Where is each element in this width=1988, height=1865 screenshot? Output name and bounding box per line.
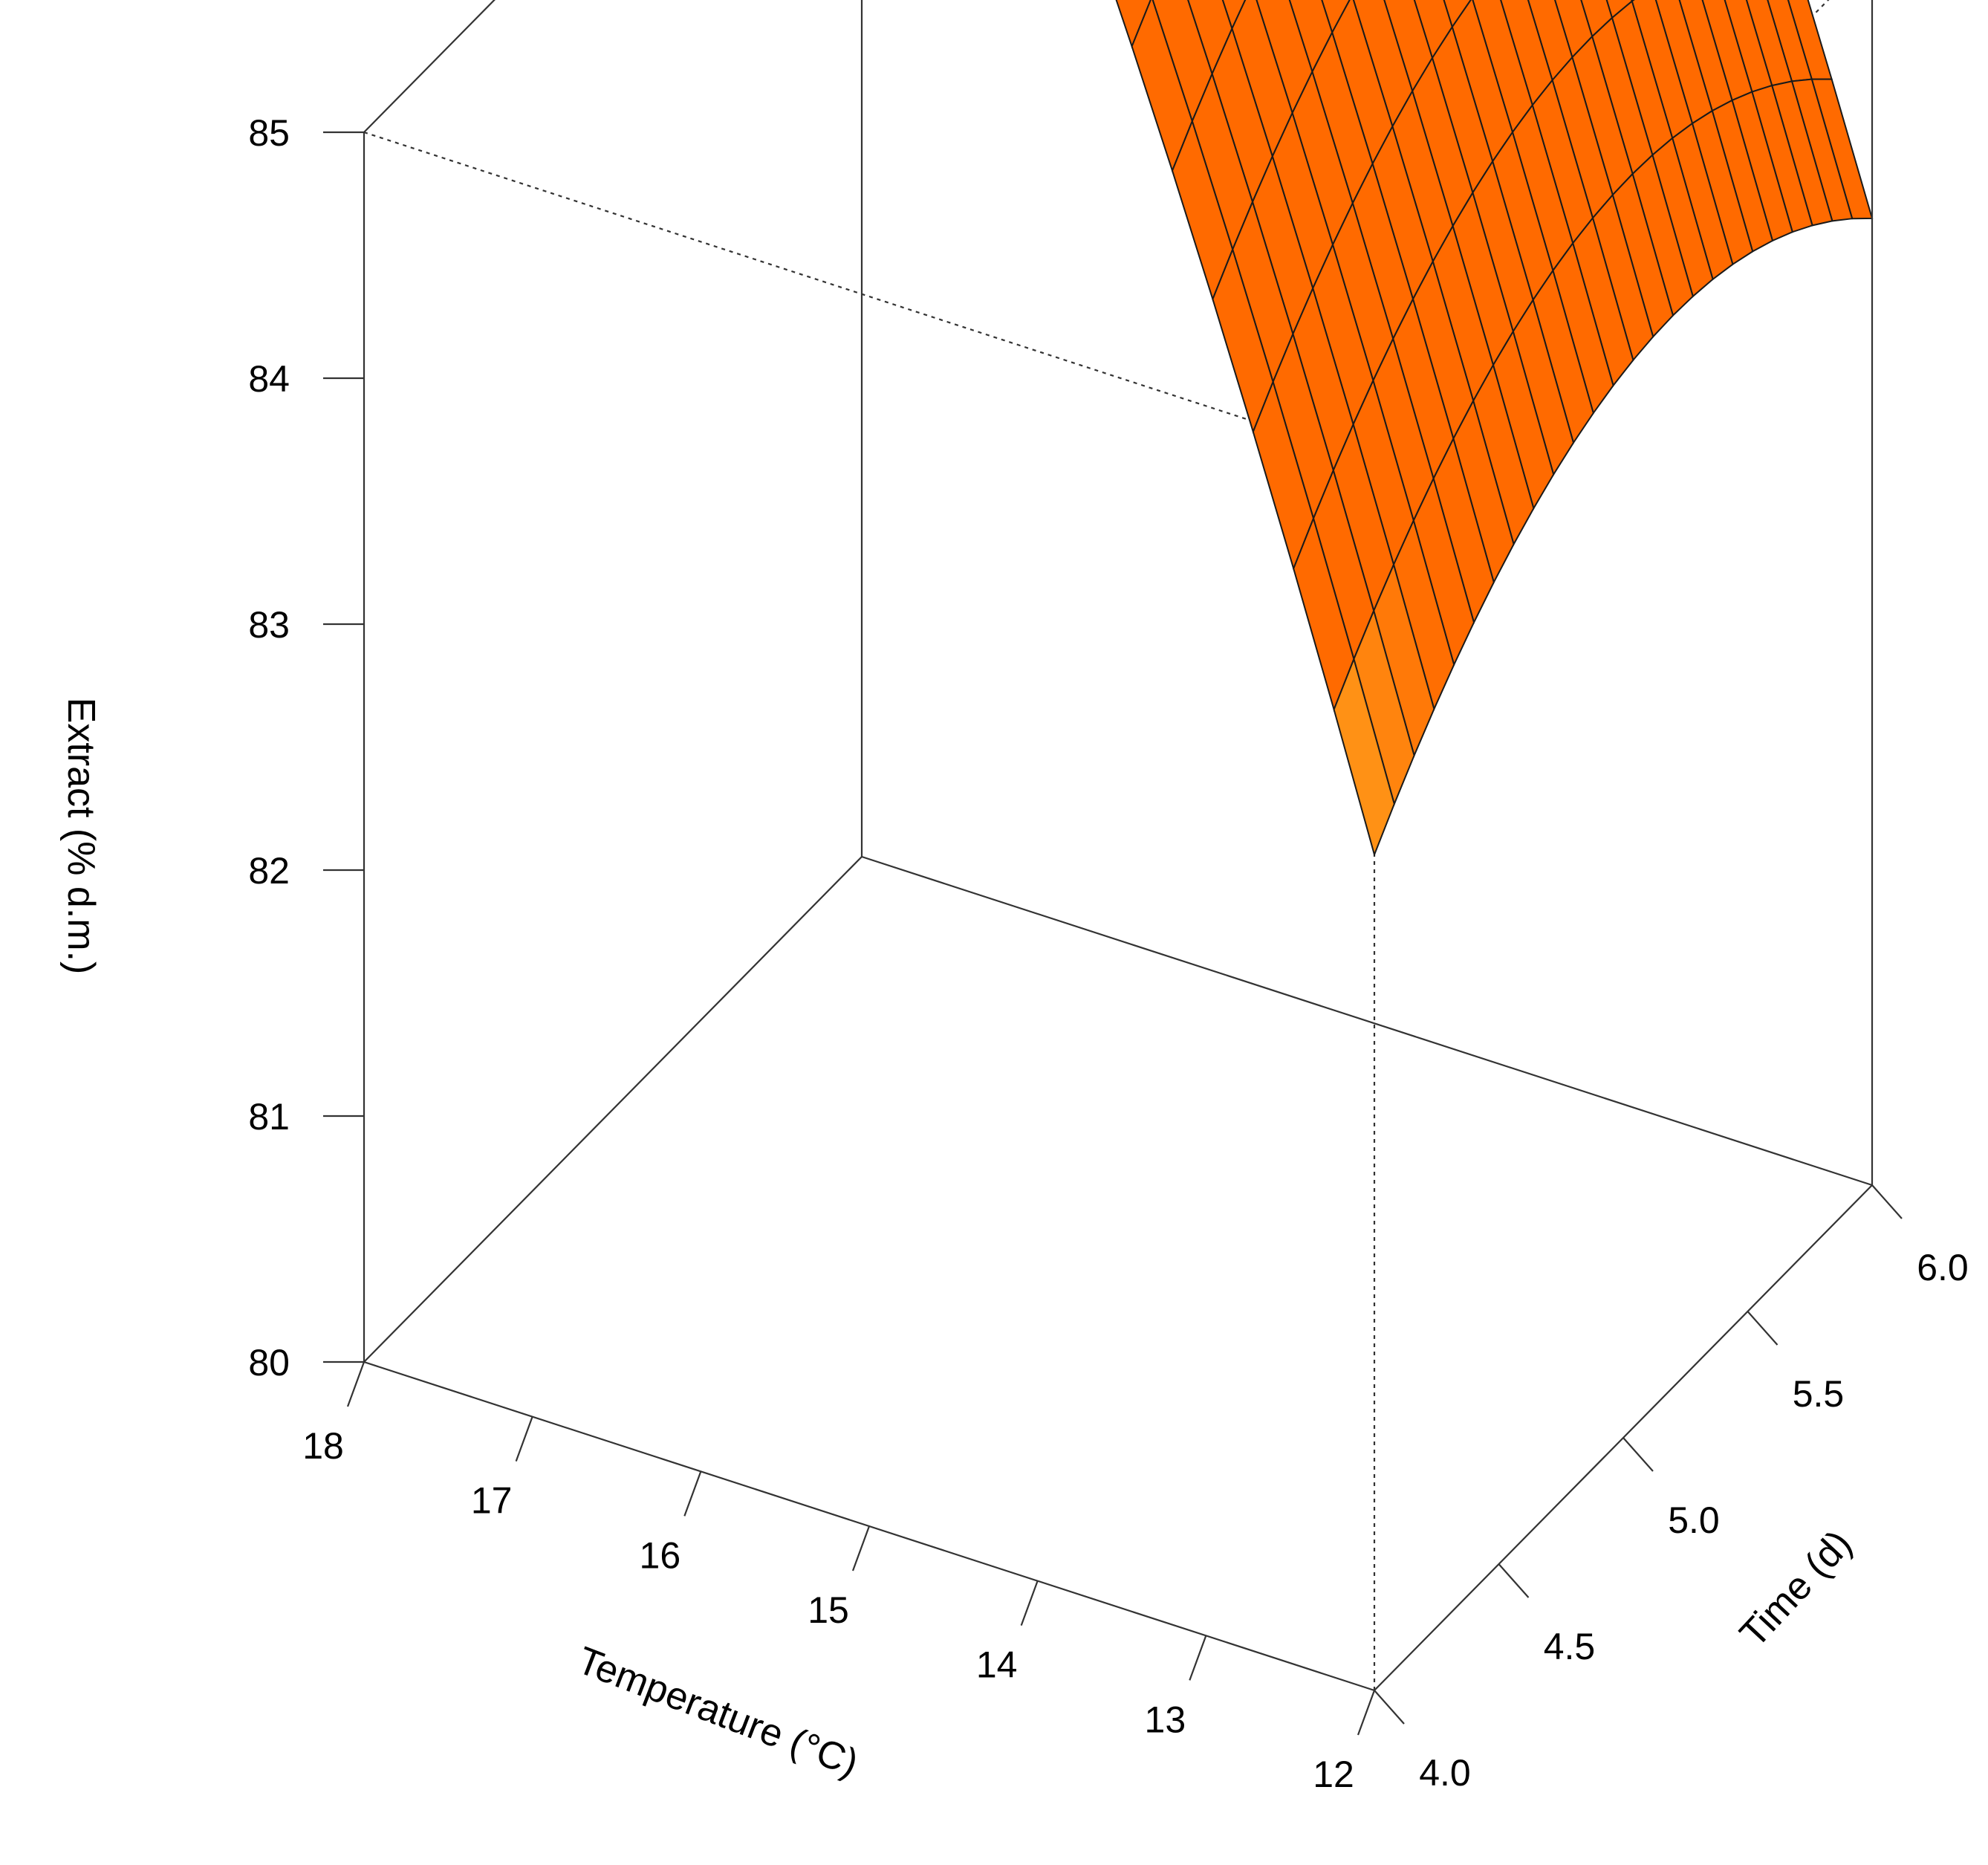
box-edge-back-top-left <box>363 0 496 133</box>
y-tick-label: 5.5 <box>1793 1373 1845 1415</box>
y-tick <box>1871 1184 1903 1219</box>
x-tick <box>1020 1580 1039 1626</box>
z-tick-label: 85 <box>248 112 290 154</box>
x-tick-label: 12 <box>1313 1754 1354 1795</box>
x-tick <box>851 1525 871 1572</box>
y-tick-label: 4.0 <box>1419 1752 1471 1794</box>
y-axis-label: Time (d) <box>1732 1522 1860 1656</box>
z-axis-label: Extract (% d.m.) <box>59 698 103 975</box>
response-surface <box>1115 0 1874 857</box>
y-tick <box>1747 1311 1779 1346</box>
y-tick-label: 6.0 <box>1917 1247 1969 1288</box>
x-tick <box>1189 1635 1207 1681</box>
x-axis-label: Temperature (°C) <box>571 1638 864 1785</box>
x-tick-label: 18 <box>302 1425 344 1467</box>
y-tick <box>1374 1690 1405 1725</box>
box-edge-top-front-left <box>363 131 1375 462</box>
surface-facet <box>1221 0 1247 31</box>
x-tick <box>683 1470 702 1517</box>
y-tick-label: 5.0 <box>1668 1499 1720 1541</box>
x-tick <box>346 1361 366 1407</box>
y-tick-label: 4.5 <box>1544 1626 1596 1667</box>
axis-ticks: 80 81 82 83 84 85 12 13 14 15 16 17 18 4.0 4.5 5.0 5.5 6.… <box>248 112 1968 1795</box>
x-tick-label: 15 <box>808 1589 849 1631</box>
z-tick-label: 80 <box>248 1342 290 1384</box>
z-tick-label: 82 <box>248 850 290 892</box>
x-tick-label: 16 <box>640 1534 681 1576</box>
x-tick-label: 17 <box>471 1480 513 1522</box>
box-edge-floor-left <box>363 856 863 1363</box>
y-tick <box>1622 1437 1654 1472</box>
z-tick-label: 81 <box>248 1096 290 1138</box>
x-tick-label: 14 <box>976 1644 1018 1686</box>
x-tick <box>515 1416 533 1462</box>
box-edge-floor-right <box>861 855 1873 1187</box>
y-tick <box>1498 1563 1530 1598</box>
z-tick-label: 84 <box>248 358 290 400</box>
z-tick-label: 83 <box>248 604 290 646</box>
x-tick <box>1357 1690 1376 1736</box>
surface-facet <box>1333 656 1395 857</box>
x-tick-label: 13 <box>1145 1699 1186 1740</box>
